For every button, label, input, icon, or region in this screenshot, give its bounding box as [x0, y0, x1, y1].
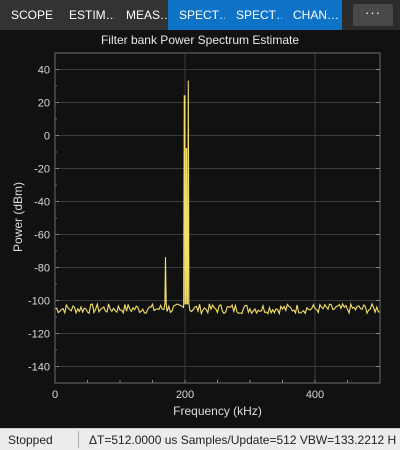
axes-frame — [54, 52, 381, 384]
y-tick-label: 40 — [38, 65, 50, 77]
spectrum-peak — [185, 148, 187, 150]
tab-estimate[interactable]: ESTIM… — [58, 0, 115, 30]
status-separator — [78, 431, 79, 448]
y-tick-label: -80 — [34, 263, 50, 275]
status-bar: Stopped ΔT=512.0000 us Samples/Update=51… — [0, 428, 400, 450]
spectrum-peak — [187, 80, 189, 82]
status-info: ΔT=512.0000 us Samples/Update=512 VBW=13… — [89, 433, 397, 447]
y-tick-label: -20 — [34, 164, 50, 176]
x-tick-label: 0 — [52, 389, 58, 401]
x-axis-label: Frequency (kHz) — [173, 404, 262, 418]
y-tick-label: -140 — [28, 362, 50, 374]
more-tabs-button[interactable]: ··· — [353, 4, 393, 26]
tab-scope[interactable]: SCOPE — [0, 0, 58, 30]
status-state: Stopped — [8, 433, 53, 447]
y-tick-label: -40 — [34, 197, 50, 209]
y-tick-label: 0 — [44, 131, 50, 143]
y-tick-label: 20 — [38, 98, 50, 110]
spectrum-peak — [183, 95, 185, 97]
chart-title: Filter bank Power Spectrum Estimate — [100, 33, 300, 47]
x-tick-label: 200 — [176, 389, 194, 401]
tab-strip: SCOPE ESTIM… MEAS… SPECT… SPECT… CHAN… ·… — [0, 0, 400, 30]
spectrum-peak — [164, 257, 167, 259]
x-tick-label: 400 — [306, 389, 324, 401]
spectrum-trace — [54, 81, 381, 316]
tab-measurements[interactable]: MEAS… — [115, 0, 168, 30]
y-tick-label: -100 — [28, 296, 50, 308]
tab-spectrum-2[interactable]: SPECT… — [225, 0, 282, 30]
plot-area — [0, 30, 400, 428]
y-tick-label: -120 — [28, 329, 50, 341]
tab-spectrum-1[interactable]: SPECT… — [168, 0, 225, 30]
tab-channel[interactable]: CHAN… — [282, 0, 342, 30]
y-tick-label: -60 — [34, 230, 50, 242]
